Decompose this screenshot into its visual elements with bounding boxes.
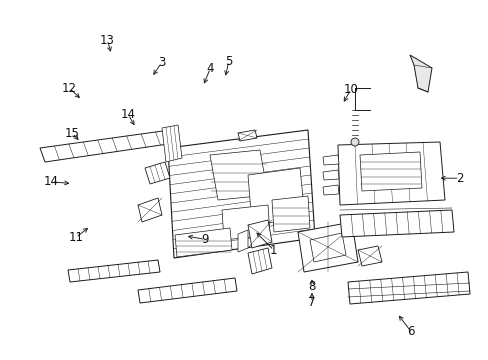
Polygon shape <box>247 168 305 225</box>
Polygon shape <box>409 55 431 92</box>
Text: 15: 15 <box>65 127 80 140</box>
Text: 9: 9 <box>201 233 209 246</box>
Polygon shape <box>339 210 453 237</box>
Polygon shape <box>323 155 338 165</box>
Polygon shape <box>323 170 338 180</box>
Polygon shape <box>357 246 381 266</box>
Text: 1: 1 <box>269 244 277 257</box>
Text: 14: 14 <box>121 108 135 121</box>
Text: 11: 11 <box>68 231 83 244</box>
Text: 7: 7 <box>307 296 315 309</box>
Polygon shape <box>168 130 314 258</box>
Polygon shape <box>145 162 170 184</box>
Circle shape <box>350 138 358 146</box>
Polygon shape <box>222 205 269 240</box>
Text: 10: 10 <box>343 83 358 96</box>
Polygon shape <box>238 130 257 141</box>
Polygon shape <box>247 248 271 274</box>
Text: 14: 14 <box>44 175 59 188</box>
Polygon shape <box>162 125 182 162</box>
Text: 13: 13 <box>100 34 115 47</box>
Polygon shape <box>309 233 346 262</box>
Polygon shape <box>138 198 162 222</box>
Polygon shape <box>359 152 421 191</box>
Polygon shape <box>347 272 469 304</box>
Polygon shape <box>68 260 160 282</box>
Polygon shape <box>297 222 357 272</box>
Polygon shape <box>271 196 309 232</box>
Polygon shape <box>323 185 338 195</box>
Polygon shape <box>247 220 271 248</box>
Text: 12: 12 <box>62 82 77 95</box>
Text: 8: 8 <box>307 280 315 293</box>
Text: 3: 3 <box>157 57 165 69</box>
Text: 6: 6 <box>406 325 414 338</box>
Polygon shape <box>138 278 237 303</box>
Text: 5: 5 <box>224 55 232 68</box>
Polygon shape <box>337 142 444 205</box>
Text: 2: 2 <box>455 172 463 185</box>
Text: 4: 4 <box>206 62 214 75</box>
Polygon shape <box>175 228 231 257</box>
Polygon shape <box>40 130 175 162</box>
Polygon shape <box>238 230 247 252</box>
Polygon shape <box>209 150 267 200</box>
